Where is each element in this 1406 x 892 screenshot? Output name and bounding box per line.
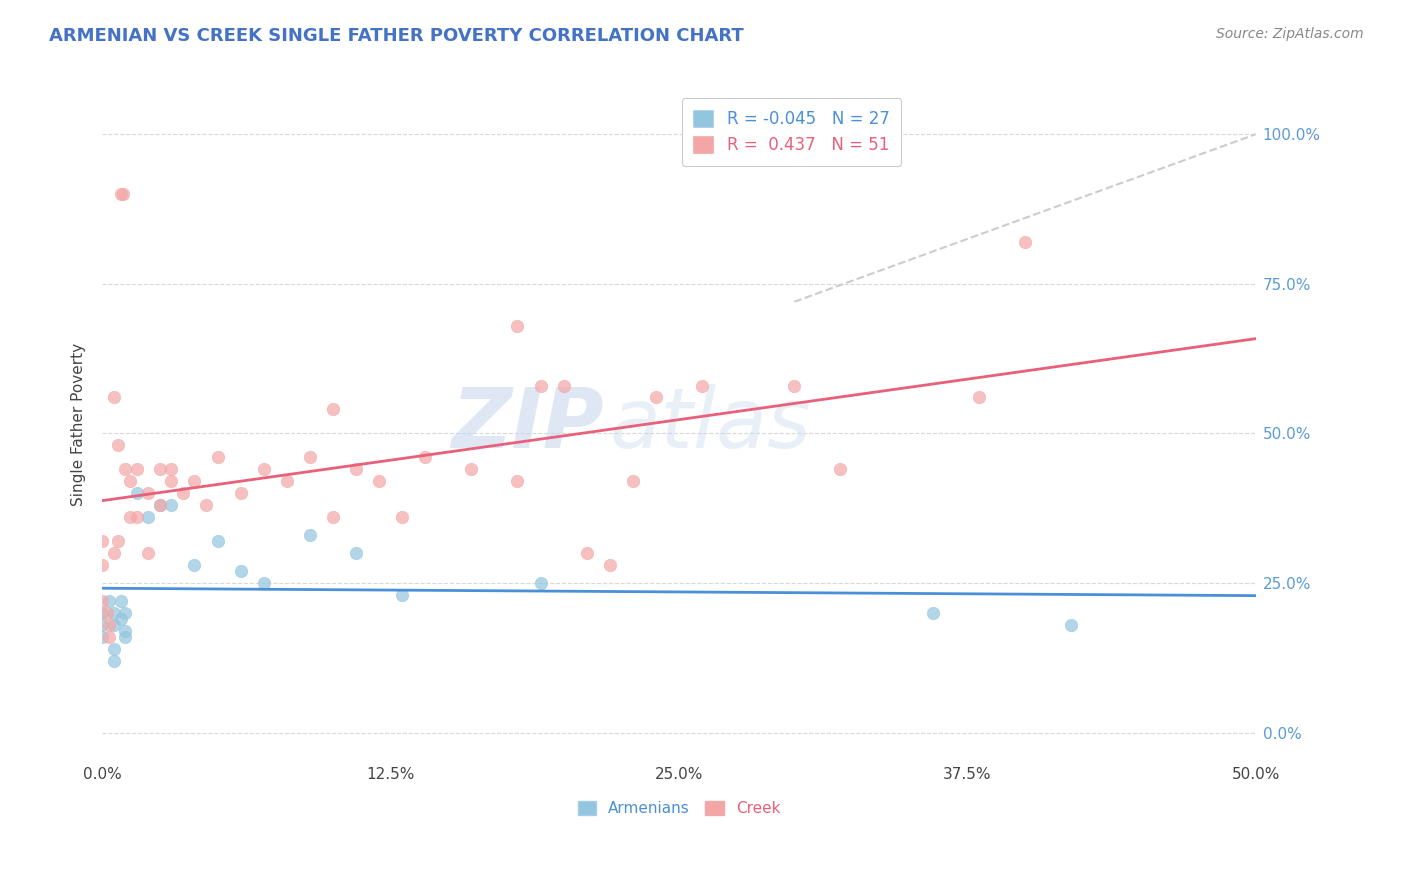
Text: Source: ZipAtlas.com: Source: ZipAtlas.com bbox=[1216, 27, 1364, 41]
Point bbox=[149, 498, 172, 512]
Point bbox=[91, 630, 114, 644]
Point bbox=[298, 450, 321, 465]
Point bbox=[103, 617, 125, 632]
Point bbox=[160, 462, 183, 476]
Point bbox=[921, 606, 943, 620]
Point bbox=[103, 641, 125, 656]
Point bbox=[125, 486, 148, 500]
Point bbox=[253, 576, 276, 591]
Point bbox=[107, 534, 129, 549]
Point bbox=[599, 558, 621, 572]
Point bbox=[111, 187, 134, 202]
Point bbox=[322, 510, 344, 524]
Point bbox=[98, 630, 121, 644]
Point bbox=[149, 462, 172, 476]
Point bbox=[125, 510, 148, 524]
Point bbox=[229, 564, 252, 578]
Point bbox=[229, 486, 252, 500]
Point bbox=[160, 475, 183, 489]
Point bbox=[183, 475, 205, 489]
Point bbox=[98, 617, 121, 632]
Text: ZIP: ZIP bbox=[451, 384, 605, 465]
Point bbox=[645, 391, 668, 405]
Point bbox=[322, 402, 344, 417]
Text: ARMENIAN VS CREEK SINGLE FATHER POVERTY CORRELATION CHART: ARMENIAN VS CREEK SINGLE FATHER POVERTY … bbox=[49, 27, 744, 45]
Point bbox=[114, 606, 136, 620]
Point bbox=[1014, 235, 1036, 249]
Point bbox=[98, 594, 121, 608]
Point bbox=[344, 546, 367, 560]
Point bbox=[575, 546, 598, 560]
Point bbox=[276, 475, 298, 489]
Point bbox=[391, 510, 413, 524]
Point bbox=[103, 654, 125, 668]
Point bbox=[103, 606, 125, 620]
Point bbox=[195, 498, 218, 512]
Point bbox=[172, 486, 194, 500]
Point bbox=[114, 624, 136, 638]
Point bbox=[149, 498, 172, 512]
Point bbox=[207, 450, 229, 465]
Text: atlas: atlas bbox=[610, 384, 811, 465]
Point bbox=[91, 617, 114, 632]
Point bbox=[138, 486, 160, 500]
Point bbox=[138, 546, 160, 560]
Point bbox=[110, 612, 132, 626]
Point bbox=[118, 510, 141, 524]
Point bbox=[529, 576, 551, 591]
Point bbox=[506, 475, 529, 489]
Legend: Armenians, Creek: Armenians, Creek bbox=[572, 795, 786, 822]
Point bbox=[114, 630, 136, 644]
Point bbox=[460, 462, 482, 476]
Point bbox=[783, 378, 806, 392]
Point bbox=[391, 588, 413, 602]
Point bbox=[96, 606, 118, 620]
Point bbox=[690, 378, 713, 392]
Point bbox=[298, 528, 321, 542]
Point bbox=[125, 462, 148, 476]
Point bbox=[107, 438, 129, 452]
Point bbox=[413, 450, 436, 465]
Point bbox=[529, 378, 551, 392]
Point bbox=[506, 318, 529, 333]
Point bbox=[1060, 617, 1083, 632]
Y-axis label: Single Father Poverty: Single Father Poverty bbox=[72, 343, 86, 506]
Point bbox=[183, 558, 205, 572]
Point bbox=[207, 534, 229, 549]
Point bbox=[344, 462, 367, 476]
Point bbox=[253, 462, 276, 476]
Point bbox=[103, 391, 125, 405]
Point bbox=[110, 594, 132, 608]
Point bbox=[91, 534, 114, 549]
Point bbox=[91, 558, 114, 572]
Point bbox=[967, 391, 990, 405]
Point bbox=[103, 546, 125, 560]
Point bbox=[138, 510, 160, 524]
Point bbox=[368, 475, 391, 489]
Point bbox=[91, 606, 114, 620]
Point bbox=[553, 378, 575, 392]
Point bbox=[118, 475, 141, 489]
Point bbox=[110, 187, 132, 202]
Point bbox=[114, 462, 136, 476]
Point bbox=[91, 594, 114, 608]
Point bbox=[621, 475, 644, 489]
Point bbox=[160, 498, 183, 512]
Point bbox=[830, 462, 852, 476]
